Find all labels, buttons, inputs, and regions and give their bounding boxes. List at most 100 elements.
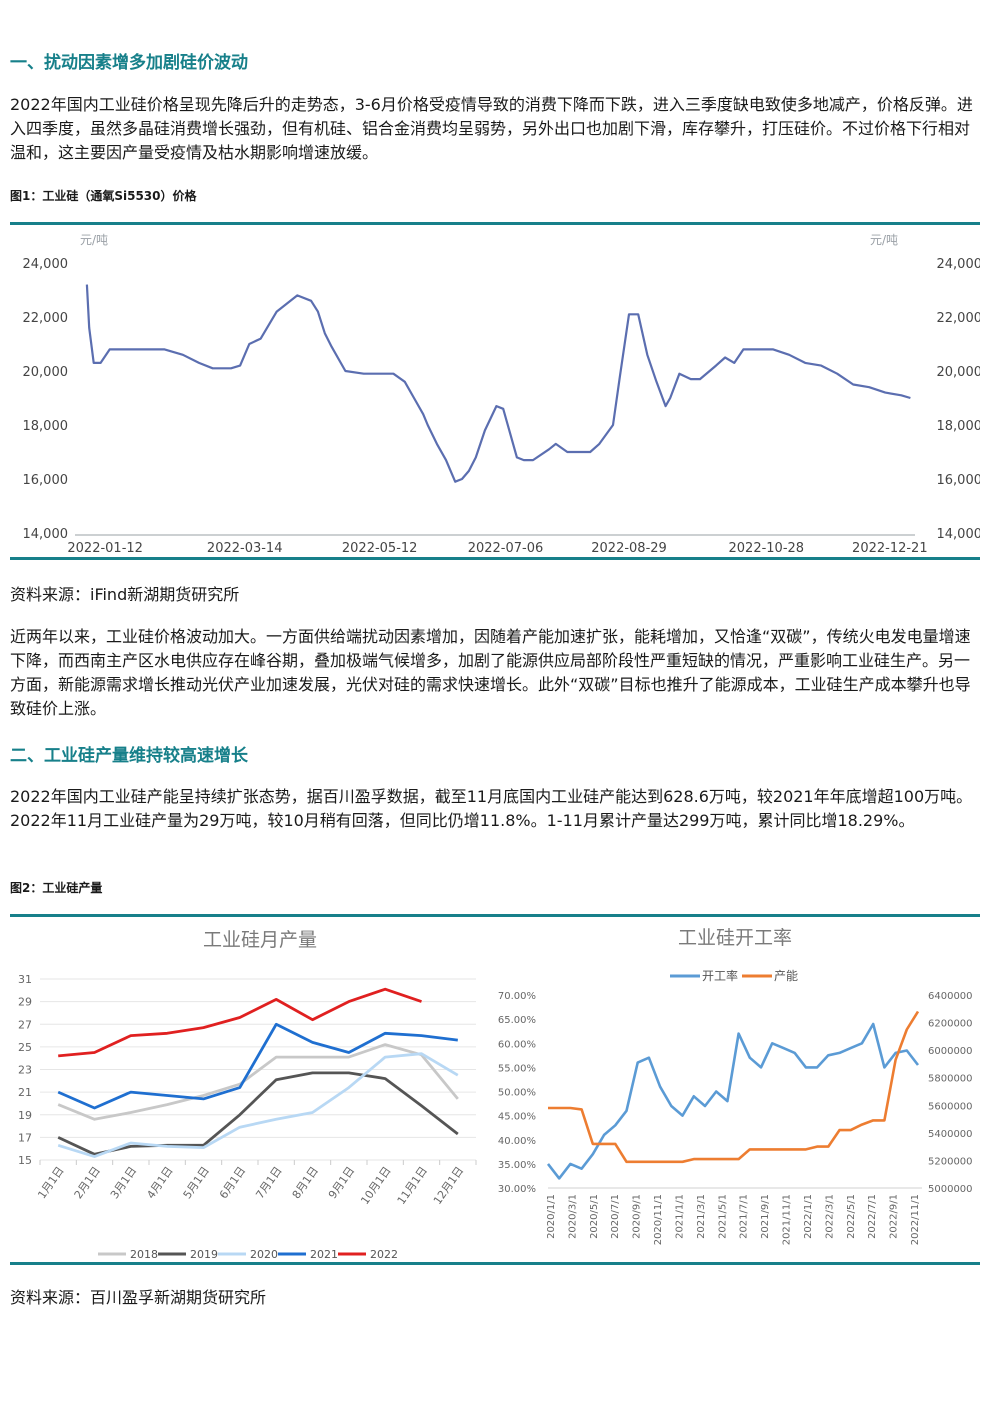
- y-tick-label: 17: [18, 1131, 32, 1144]
- x-tick-label: 2022-08-29: [591, 541, 667, 556]
- x-tick-label: 2022/1/1: [803, 1194, 814, 1239]
- x-tick-label: 2020/3/1: [567, 1194, 578, 1239]
- x-tick-label: 2020/5/1: [589, 1194, 600, 1239]
- figure-2-source: 资料来源：百川盈孚新湖期货研究所: [10, 1288, 267, 1307]
- x-tick-label: 2021/9/1: [760, 1194, 771, 1239]
- x-tick-label: 1月1日: [35, 1164, 66, 1201]
- y-tick-label-right: 14,000: [937, 527, 981, 542]
- series-line-开工率: [546, 1022, 920, 1180]
- section-heading-2: 二、工业硅产量维持较高速增长: [10, 746, 248, 766]
- series-line-2019: [57, 1071, 459, 1156]
- x-tick-label: 2022/5/1: [846, 1194, 857, 1239]
- section-heading-1: 一、扰动因素增多加剧硅价波动: [10, 53, 248, 73]
- figure-2-caption: 图2：工业硅产量: [10, 881, 103, 895]
- y-tick-label-left: 65.00%: [498, 1015, 536, 1026]
- right-axis-unit: 元/吨: [870, 233, 898, 247]
- legend-label: 2022: [370, 1248, 398, 1261]
- x-tick-labels: 2022-01-12 2022-03-14 2022-05-12 2022-07-06…: [67, 541, 927, 556]
- x-tick-label: 2022/11/1: [910, 1194, 921, 1245]
- x-tick-label: 11月1日: [395, 1164, 430, 1207]
- price-line-chart: 元/吨 元/吨 24,000 22,000 20,000 18,000 16,000 14…: [10, 233, 981, 560]
- y-tick-label-left: 50.00%: [498, 1088, 536, 1099]
- series-line-2021: [57, 1022, 458, 1110]
- y-tick-label-right: 5000000: [928, 1184, 973, 1195]
- x-tick-label: 2020/1/1: [546, 1194, 557, 1239]
- x-tick-labels: 2020/1/1 2020/3/1 2020/5/1 2020/7/1 2020/9/1…: [546, 1194, 921, 1245]
- x-tick-label: 2022-01-12: [67, 541, 143, 556]
- y-tick-label-right: 16,000: [937, 473, 981, 488]
- left-axis-unit: 元/吨: [80, 233, 108, 247]
- x-tick-label: 2022-03-14: [207, 541, 283, 556]
- y-tick-label-left: 14,000: [23, 527, 69, 542]
- y-tick-label-left: 55.00%: [498, 1063, 536, 1074]
- paragraph-2: 近两年以来，工业硅价格波动加大。一方面供给端扰动因素增加，因随着产能加速扩张，能…: [10, 627, 971, 718]
- x-tick-label: 2021/1/1: [674, 1194, 685, 1239]
- y-tick-label: 29: [18, 996, 32, 1009]
- operating-rate-chart: 工业硅开工率 开工率 产能 70.00% 65.00% 60.00% 55.00% 50.…: [498, 927, 973, 1245]
- y-tick-labels: 31 29 27 25 23 21 19 17 15: [18, 973, 32, 1167]
- figure-2-top-rule: [10, 914, 980, 917]
- legend: 2018 2019 2020 2021 2022: [98, 1248, 398, 1261]
- y-tick-label-left: 18,000: [23, 419, 69, 434]
- y-tick-label-right: 5400000: [928, 1129, 973, 1140]
- y-tick-label: 23: [18, 1064, 32, 1077]
- x-tick-label: 7月1日: [253, 1164, 284, 1201]
- y-tick-label: 15: [18, 1154, 32, 1167]
- y-tick-label-right: 5600000: [928, 1101, 973, 1112]
- paragraph-3: 2022年国内工业硅产能呈持续扩张态势，据百川盈孚数据，截至11月底国内工业硅产…: [10, 787, 973, 830]
- y-tick-label: 21: [18, 1086, 32, 1099]
- x-tick-label: 2022-05-12: [342, 541, 418, 556]
- price-series-line: [85, 284, 911, 483]
- x-tick-label: 9月1日: [326, 1164, 357, 1201]
- y-tick-label-left: 16,000: [23, 473, 69, 488]
- x-tick-label: 2022-07-06: [468, 541, 544, 556]
- figure-1-source: 资料来源：iFind新湖期货研究所: [10, 585, 240, 604]
- legend-label: 产能: [774, 969, 798, 983]
- series-lines: [57, 987, 459, 1158]
- x-tick-label: 4月1日: [144, 1164, 175, 1201]
- x-tick-label: 12月1日: [431, 1164, 466, 1207]
- y-tick-label-left: 35.00%: [498, 1160, 536, 1171]
- legend: 开工率 产能: [670, 968, 798, 983]
- x-tick-label: 2021/5/1: [717, 1194, 728, 1239]
- series-line-2022: [58, 987, 422, 1058]
- y-tick-label-left: 20,000: [23, 365, 69, 380]
- x-tick-label: 2022/7/1: [867, 1194, 878, 1239]
- y-tick-label-left: 24,000: [23, 257, 69, 272]
- series-line-2018: [57, 1043, 459, 1121]
- chart-title: 工业硅开工率: [678, 927, 792, 949]
- legend-label: 2019: [190, 1248, 218, 1261]
- y-tick-label: 25: [18, 1041, 32, 1054]
- y-tick-label-left: 70.00%: [498, 991, 536, 1002]
- series-line-2020: [57, 1052, 459, 1158]
- figure-1-top-rule: [10, 222, 980, 225]
- left-y-tick-labels: 24,000 22,000 20,000 18,000 16,000 14,000: [23, 257, 69, 542]
- x-tick-label: 2月1日: [72, 1164, 103, 1201]
- x-tick-label: 2021/7/1: [739, 1194, 750, 1239]
- y-tick-label-right: 5200000: [928, 1156, 973, 1167]
- x-tick-label: 8月1日: [290, 1164, 321, 1201]
- y-tick-label-right: 6200000: [928, 1019, 973, 1030]
- y-tick-label: 19: [18, 1109, 32, 1122]
- legend-label: 开工率: [702, 968, 738, 983]
- y-tick-label-left: 22,000: [23, 311, 69, 326]
- figure-2-bottom-rule: [10, 1262, 980, 1265]
- x-tick-label: 2020/9/1: [632, 1194, 643, 1239]
- y-tick-label: 31: [18, 973, 32, 986]
- x-tick-label: 6月1日: [217, 1164, 248, 1201]
- figure-1-bottom-rule: [10, 557, 980, 560]
- legend-label: 2021: [310, 1248, 338, 1261]
- y-tick-label-right: 24,000: [937, 257, 981, 272]
- y-tick-label-left: 40.00%: [498, 1136, 536, 1147]
- series-lines: [546, 1010, 920, 1180]
- right-y-tick-labels: 24,000 22,000 20,000 18,000 16,000 14,000: [937, 257, 981, 542]
- monthly-output-chart: 工业硅月产量 31 29 27 25 23 21 19 17 15 1月1日 2月1日 3月1日 4月…: [18, 929, 477, 1261]
- series-line-产能: [548, 1010, 920, 1164]
- x-tick-label: 2020/11/1: [653, 1194, 664, 1245]
- y-tick-label-right: 22,000: [937, 311, 981, 326]
- y-tick-label: 27: [18, 1018, 32, 1031]
- y-tick-label-left: 60.00%: [498, 1039, 536, 1050]
- x-tick-labels: 1月1日 2月1日 3月1日 4月1日 5月1日 6月1日 7月1日 8月1日 9月1日 10月1…: [35, 1164, 466, 1207]
- right-y-tick-labels: 6400000 6200000 6000000 5800000 5600000 54000…: [928, 991, 973, 1195]
- left-y-tick-labels: 70.00% 65.00% 60.00% 55.00% 50.00% 45.00% 40.0…: [498, 991, 536, 1195]
